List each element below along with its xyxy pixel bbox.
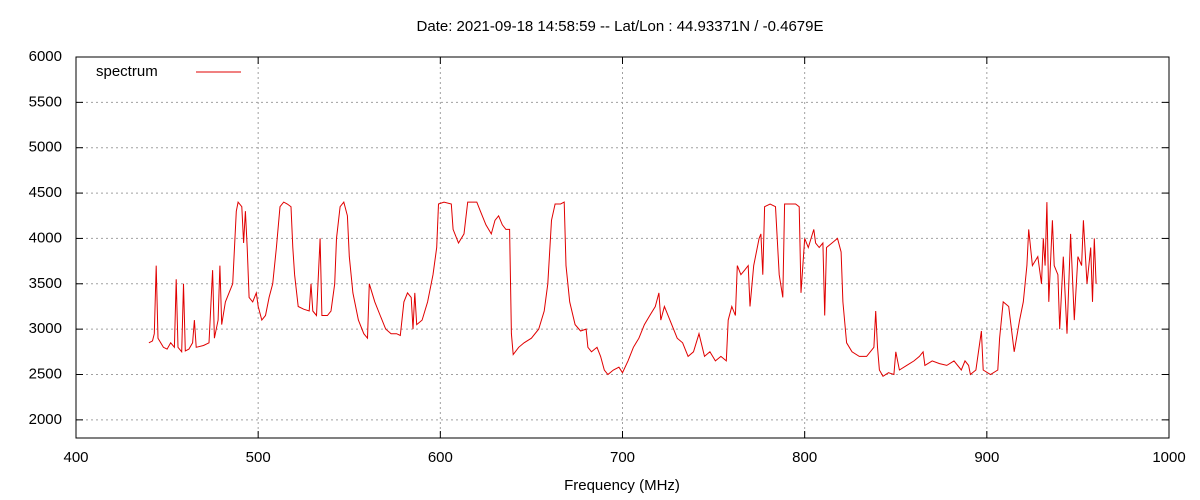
legend-label: spectrum bbox=[96, 63, 158, 80]
y-tick-label: 3500 bbox=[29, 275, 62, 292]
x-tick-label: 400 bbox=[63, 449, 88, 466]
y-tick-label: 5000 bbox=[29, 139, 62, 156]
y-tick-label: 2500 bbox=[29, 365, 62, 382]
y-tick-label: 4500 bbox=[29, 184, 62, 201]
x-tick-label: 700 bbox=[610, 449, 635, 466]
x-tick-label: 500 bbox=[246, 449, 271, 466]
x-tick-label: 1000 bbox=[1152, 449, 1185, 466]
y-tick-label: 2000 bbox=[29, 411, 62, 428]
plot-frame bbox=[75, 56, 1170, 439]
x-axis-label: Frequency (MHz) bbox=[564, 477, 680, 494]
y-tick-label: 6000 bbox=[29, 48, 62, 65]
y-tick-label: 3000 bbox=[29, 320, 62, 337]
x-tick-label: 600 bbox=[428, 449, 453, 466]
x-tick-label: 800 bbox=[792, 449, 817, 466]
y-tick-label: 4000 bbox=[29, 229, 62, 246]
x-tick-label: 900 bbox=[974, 449, 999, 466]
data-line bbox=[148, 200, 1097, 378]
chart-title: Date: 2021-09-18 14:58:59 -- Lat/Lon : 4… bbox=[417, 18, 824, 35]
y-tick-label: 5500 bbox=[29, 93, 62, 110]
